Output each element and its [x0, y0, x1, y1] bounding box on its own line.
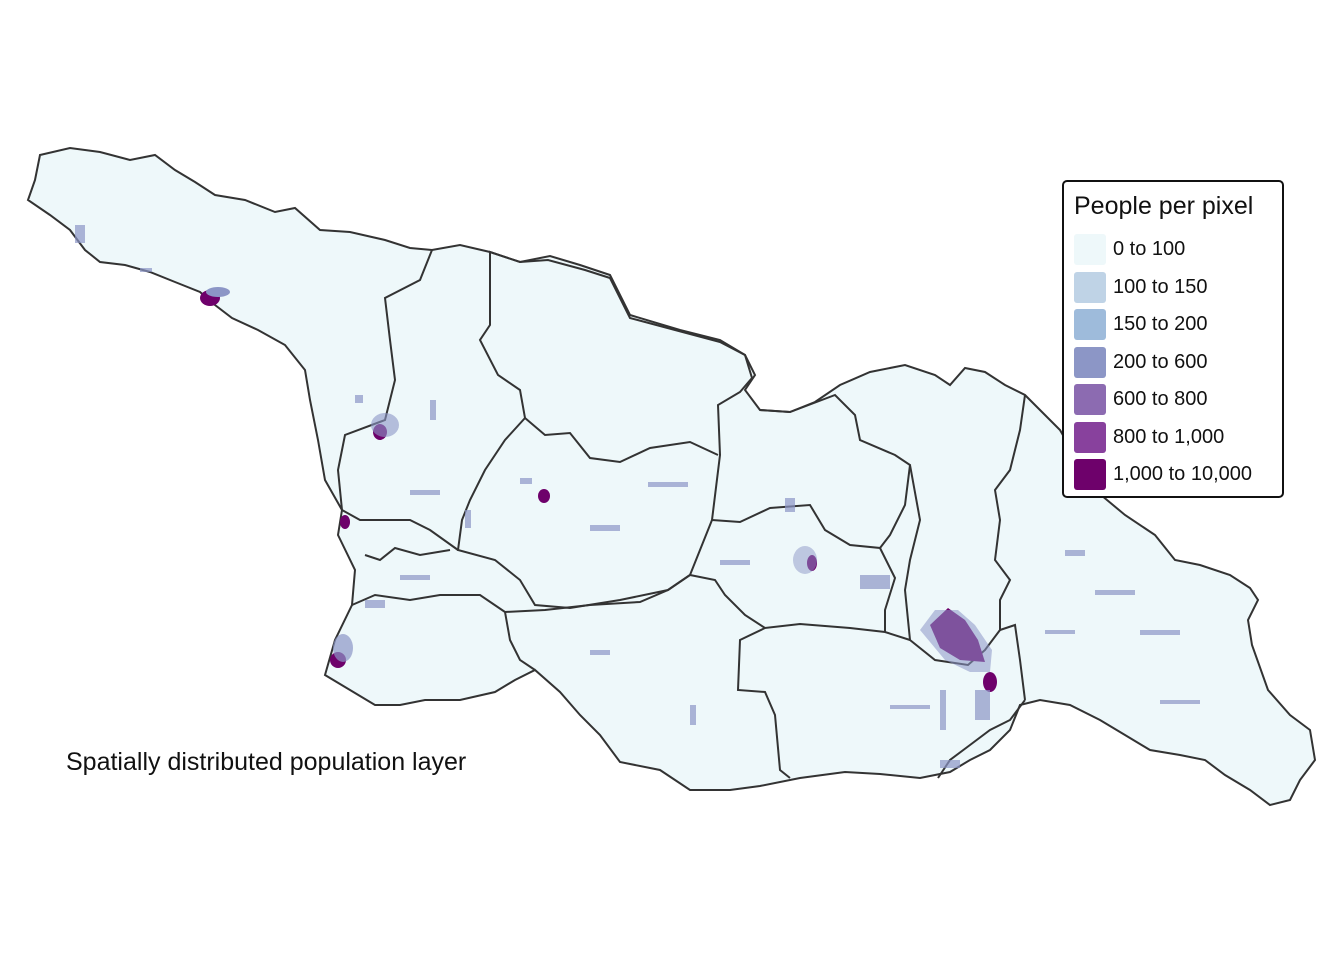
legend-swatch: [1074, 384, 1106, 415]
population-patches: [75, 225, 1200, 768]
legend-label: 150 to 200: [1113, 313, 1208, 335]
legend-label: 200 to 600: [1113, 350, 1208, 373]
legend-swatch: [1074, 421, 1106, 453]
legend-swatch: [1074, 309, 1106, 340]
region-boundaries: [336, 249, 1026, 779]
legend-label: 100 to 150: [1113, 275, 1208, 298]
map-caption: Spatially distributed population layer: [66, 748, 467, 776]
legend-swatch: [1074, 346, 1106, 378]
legend-swatch: [1074, 271, 1106, 303]
legend-swatch: [1074, 459, 1106, 490]
legend-label: 0 to 100: [1113, 238, 1186, 260]
legend: People per pixel 0 to 100 100 to 150 150…: [1062, 180, 1284, 498]
legend-swatch: [1074, 234, 1106, 265]
legend-label: 1,000 to 10,000: [1113, 463, 1253, 485]
legend-label: 800 to 1,000: [1113, 425, 1225, 448]
legend-label: 600 to 800: [1113, 388, 1208, 410]
legend-title: People per pixel: [1074, 192, 1254, 220]
